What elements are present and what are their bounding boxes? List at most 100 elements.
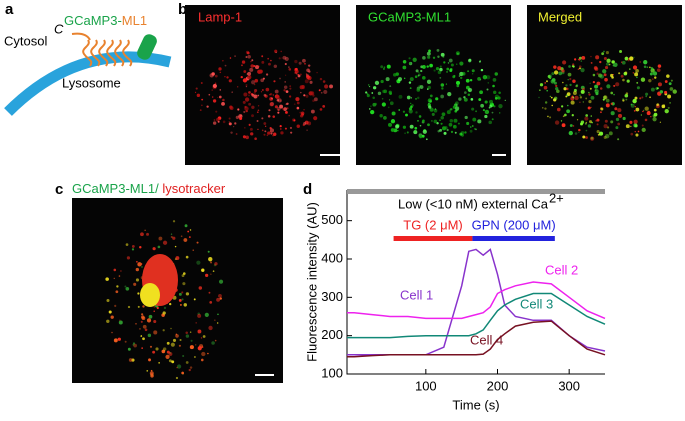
spot [617,138,620,141]
spot [634,72,639,77]
spot [208,291,211,294]
spot [600,111,602,114]
spot [605,133,610,139]
spot [319,77,323,81]
spot [185,361,189,364]
spot [544,101,548,104]
spot [410,97,413,99]
spot [602,98,605,101]
spot [414,75,418,78]
spot [492,78,497,82]
spot [231,91,233,93]
spot [222,60,224,62]
spot [250,132,254,136]
spot [196,241,199,244]
spot [596,81,601,86]
spot [254,84,256,86]
spot [435,97,439,101]
spot [571,65,574,67]
spot [308,91,313,96]
y-axis-label: Fluorescence intensity (AU) [304,202,319,362]
spot [211,89,214,91]
spot [216,117,220,122]
spot [455,63,458,65]
spot [475,128,477,131]
spot [568,65,571,68]
spot [176,366,178,369]
spot [667,94,672,99]
spot [133,282,137,286]
spot [578,128,581,132]
spot [397,77,402,82]
spot [290,131,293,134]
spot [629,68,631,70]
spot [247,75,252,80]
spot [211,341,215,345]
spot [485,75,491,80]
spot [590,115,593,117]
micrograph [527,5,682,165]
spot [481,105,484,107]
spot [458,97,462,101]
spot [477,119,482,124]
spot [211,96,214,98]
spot [271,97,273,100]
spot [133,343,137,348]
spot [382,89,386,94]
spot [429,63,433,68]
spot [228,122,232,126]
spot [551,72,555,76]
spot [201,268,205,272]
spot [544,82,546,84]
spot [289,95,292,98]
spot [669,87,674,91]
spot [141,316,146,321]
spot [615,82,620,87]
spot [200,81,203,84]
spot [635,133,639,137]
spot [406,131,409,134]
spot [219,89,222,91]
spot [408,81,412,84]
spot [383,115,387,120]
spot [390,128,395,132]
spot [579,67,581,70]
spot [180,235,183,238]
spot [118,275,121,277]
spot [170,342,175,347]
spot [224,64,227,67]
spot [478,60,481,63]
spot [634,124,638,128]
spot [218,95,222,99]
spot [185,292,190,296]
spot [582,135,586,139]
spot [240,75,243,79]
spot [285,90,289,93]
spot [598,131,604,136]
spot [189,366,193,369]
spot [196,93,201,98]
spot [610,91,614,95]
spot [247,94,251,97]
spot [431,112,435,116]
spot [178,299,182,302]
spot [418,115,422,118]
spot [452,124,457,129]
spot [242,78,248,83]
spot [302,123,305,127]
spot [199,109,202,112]
spot [428,49,431,53]
spot [634,131,636,133]
spot [560,120,563,122]
spot [615,117,620,122]
spot [171,360,175,364]
spot [165,354,170,359]
spot [269,101,275,107]
spot [162,311,166,315]
spot [620,61,623,63]
title-green: GCaMP3-ML1/ [72,181,159,196]
spot [457,122,460,125]
y-tick-label: 500 [321,212,343,227]
spot [588,91,590,94]
spot [557,66,562,71]
